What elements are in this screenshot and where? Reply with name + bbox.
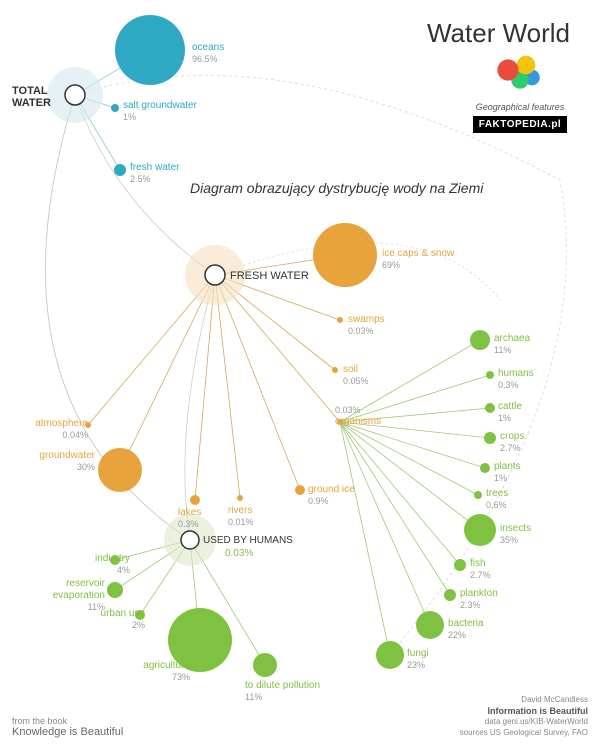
bubble-label: fish2.7%	[470, 558, 491, 581]
bubble-label: agriculture73%	[130, 660, 190, 683]
bubble-label: fungi23%	[407, 648, 429, 671]
hub-label-humans: USED BY HUMANS	[203, 535, 293, 546]
footer-data: data geni.us/KIB-WaterWorld	[485, 717, 588, 726]
bubble-label: ice caps & snow69%	[382, 248, 454, 271]
bubble-label: humans0.3%	[498, 368, 534, 391]
hub-label-fresh: FRESH WATER	[230, 270, 309, 282]
footer-ib: Information is Beautiful	[487, 706, 588, 716]
bubble-label: fresh water2.5%	[130, 162, 179, 185]
bubble-label: plants1%	[494, 461, 521, 484]
bubble-label: to dilute pollution11%	[245, 680, 320, 703]
bubble-label: bacteria22%	[448, 618, 484, 641]
bubble-label: salt groundwater1%	[123, 100, 197, 123]
bubble-label: groundwater30%	[35, 450, 95, 473]
footer-book: Knowledge is Beautiful	[12, 726, 123, 738]
footer-author: David McCandless	[521, 695, 588, 704]
bubble-label: ground ice0.9%	[308, 484, 355, 507]
bubble-label: crops2.7%	[500, 431, 524, 454]
bubble-label: industry4%	[70, 553, 130, 576]
footer-sources: sources US Geological Survey, FAO	[460, 728, 588, 737]
bubble-label: insects35%	[500, 523, 531, 546]
footer-pre: from the book	[12, 716, 67, 726]
bubble-label: plankton2.3%	[460, 588, 498, 611]
bubble-label: oceans96.5%	[192, 42, 224, 65]
hub-label-total: TOTALWATER	[12, 85, 51, 109]
bubble-label: cattle1%	[498, 401, 522, 424]
bubble-label: soil0.05%	[343, 364, 369, 387]
bubble-label: lakes0.3%	[178, 507, 201, 530]
bubble-label: archaea11%	[494, 333, 530, 356]
bubble-label: 0.03%	[225, 548, 253, 560]
bubble-label: urban use2%	[85, 608, 145, 631]
bubble-label: 0.03%organisms	[335, 405, 381, 428]
bubble-label: trees0.6%	[486, 488, 508, 511]
bubble-label: atmosphere0.04%	[28, 418, 88, 441]
footer-right: David McCandless Information is Beautifu…	[460, 695, 588, 738]
footer-left: from the book Knowledge is Beautiful	[12, 716, 123, 738]
bubble-label: swamps0.03%	[348, 314, 385, 337]
bubble-label: rivers0.01%	[228, 505, 254, 528]
